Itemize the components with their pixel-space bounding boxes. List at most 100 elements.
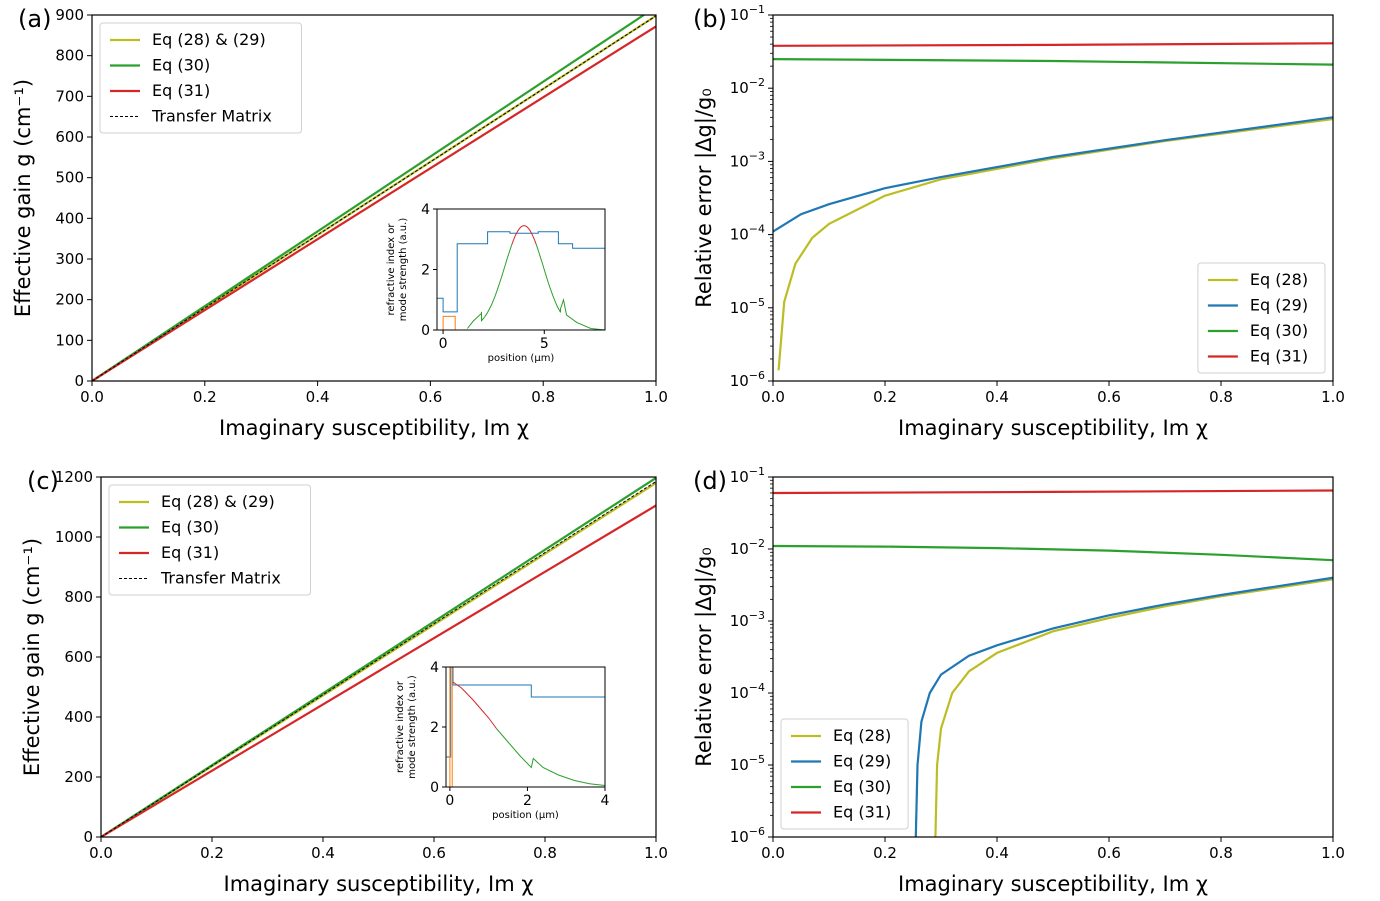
inset-y-tick-label: 4 [430, 660, 439, 676]
x-tick-label: 1.0 [644, 388, 668, 406]
x-tick-label: 0.6 [418, 388, 442, 406]
y-axis-label: Effective gain g (cm⁻¹) [11, 79, 35, 317]
series-line-eq-30- [773, 544, 1333, 562]
legend: Eq (28) & (29) Eq (30) Eq (31) Transfer Mat… [108, 484, 311, 596]
inset-y-label: refractive index or mode strength (a.u.) [395, 675, 418, 779]
y-tick-label: 10−5 [730, 296, 765, 317]
legend-entry: Eq (29) [1250, 296, 1308, 315]
series-line-eq-31- [773, 489, 1333, 495]
inset-y-label-line: refractive index or [386, 223, 397, 316]
y-axis-label: Relative error |Δg|/g₀ [692, 88, 717, 308]
legend-box [108, 484, 311, 596]
plot-frame [91, 14, 657, 382]
y-tick-label: 500 [55, 169, 84, 187]
inset-gain-region [442, 315, 456, 330]
series-line-eq-29- [914, 576, 1333, 837]
y-tick-exp: −3 [749, 149, 765, 162]
y-tick-exp: −1 [749, 3, 765, 16]
legend-entry: Transfer Matrix [151, 107, 272, 126]
y-tick-exp: −4 [749, 681, 765, 694]
y-tick-exp: −5 [749, 753, 765, 766]
y-tick-base: 10 [730, 152, 749, 170]
y-tick-exp: −5 [749, 296, 765, 309]
x-tick-label: 1.0 [644, 844, 668, 862]
legend: Eq (28) & (29) Eq (30) Eq (31) Transfer Mat… [99, 22, 302, 134]
y-tick-label: 600 [64, 648, 93, 666]
series-line-transfer-matrix [92, 15, 656, 381]
legend-entry: Eq (31) [161, 543, 219, 562]
inset-mode-right [535, 244, 605, 330]
x-tick-label: 0.4 [311, 844, 335, 862]
inset-mode-core [452, 681, 497, 729]
inset-mode-left [467, 244, 513, 329]
inset-y-label-line: mode strength (a.u.) [398, 218, 409, 322]
series-group [92, 15, 656, 381]
inset-y-label-line: mode strength (a.u.) [407, 675, 418, 779]
legend-entry: Eq (30) [152, 56, 210, 75]
y-tick-label: 10−3 [730, 149, 765, 170]
x-tick-label: 0.8 [1209, 844, 1233, 862]
x-tick-label: 0.6 [1097, 844, 1121, 862]
x-tick-label: 0.0 [761, 388, 785, 406]
series-line-eq-31- [92, 25, 656, 381]
series-line-eq-29- [773, 116, 1333, 233]
y-tick-label: 400 [55, 209, 84, 227]
legend-box [1197, 262, 1326, 374]
plot-frame [772, 14, 1334, 382]
legend: Eq (28) Eq (29) Eq (30) Eq (31) [780, 718, 909, 830]
x-tick-label: 0.2 [873, 388, 897, 406]
inset-gain-region [449, 667, 453, 787]
inset-mode-core [511, 225, 537, 245]
y-tick-base: 10 [730, 6, 749, 24]
y-tick-label: 10−4 [730, 681, 765, 702]
series-line-eq-30- [92, 15, 646, 381]
x-tick-label: 0.8 [1209, 388, 1233, 406]
x-tick-label: 0.6 [1097, 388, 1121, 406]
x-tick-label: 0.4 [306, 388, 330, 406]
y-tick-exp: −4 [749, 223, 765, 236]
y-tick-exp: −6 [749, 825, 765, 838]
inset-bg [446, 667, 605, 787]
legend-entry: Eq (28) [1250, 270, 1308, 289]
y-tick-label: 700 [55, 87, 84, 105]
chart-panel: 0.0 0.2 0.4 0.6 0.8 1.010−110−210−310−410−510… [692, 3, 1345, 440]
series-line-eq-28- [934, 578, 1333, 837]
x-tick-label: 0.4 [985, 388, 1009, 406]
x-tick-label: 0.0 [89, 844, 113, 862]
y-tick-label: 10−1 [730, 465, 765, 486]
inset-chart: 0 5 0 2 4 position (μm) refractive index or mod… [386, 202, 606, 364]
inset-index-profile [437, 231, 605, 313]
y-tick-exp: −2 [749, 537, 765, 550]
y-tick-label: 10−6 [730, 825, 765, 846]
y-tick-base: 10 [730, 756, 749, 774]
inset-x-tick-label: 2 [523, 793, 532, 809]
legend-entry: Eq (30) [161, 518, 219, 537]
legend-entry: Eq (30) [1250, 321, 1308, 340]
y-tick-label: 10−6 [730, 369, 765, 390]
y-tick-label: 800 [55, 47, 84, 65]
y-tick-label: 200 [55, 291, 84, 309]
legend-entry: Transfer Matrix [160, 569, 281, 588]
inset-mode-decay [496, 728, 605, 786]
inset-x-tick-label: 0 [439, 336, 448, 352]
x-tick-label: 1.0 [1321, 388, 1345, 406]
inset-y-tick-label: 0 [430, 780, 439, 796]
y-tick-label: 1000 [55, 528, 93, 546]
inset-series [446, 667, 605, 787]
inset-x-tick-label: 0 [445, 793, 454, 809]
inset-y-tick-label: 4 [421, 202, 430, 218]
x-axis-label: Imaginary susceptibility, Im χ [898, 872, 1208, 896]
panel-label: (c) [27, 467, 59, 495]
inset-x-label: position (μm) [492, 810, 559, 821]
inset-y-label-line: refractive index or [395, 680, 406, 773]
x-tick-label: 0.0 [761, 844, 785, 862]
x-axis-label: Imaginary susceptibility, Im χ [219, 416, 529, 440]
inset-y-tick-label: 2 [421, 263, 430, 279]
x-tick-label: 1.0 [1321, 844, 1345, 862]
legend-entry: Eq (30) [833, 777, 891, 796]
inset-index-profile [446, 667, 605, 758]
inset-y-tick-label: 2 [430, 720, 439, 736]
y-tick-label: 300 [55, 250, 84, 268]
y-tick-base: 10 [730, 299, 749, 317]
y-tick-base: 10 [730, 372, 749, 390]
